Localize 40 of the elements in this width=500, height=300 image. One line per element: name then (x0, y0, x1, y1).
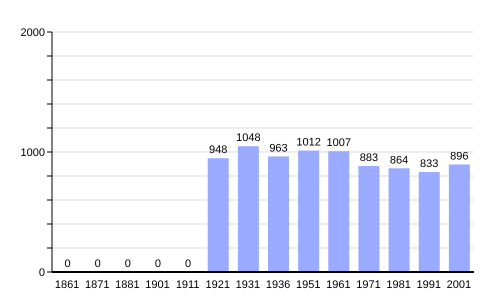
x-tick-label: 1931 (236, 278, 260, 291)
data-label: 0 (185, 258, 192, 270)
bar (268, 156, 289, 272)
y-tick-label: 2000 (20, 26, 45, 39)
data-label: 1012 (296, 136, 321, 149)
data-label: 883 (360, 152, 378, 164)
data-label: 0 (64, 258, 71, 270)
bar (388, 168, 410, 272)
x-tick-label: 1911 (176, 278, 200, 291)
data-label: 864 (390, 154, 408, 166)
data-label: 896 (450, 150, 469, 162)
data-label: 1007 (326, 137, 352, 150)
data-label: 0 (94, 258, 101, 270)
y-tick-label: 0 (38, 266, 45, 279)
x-tick-label: 1936 (266, 278, 290, 291)
x-tick-label: 1991 (416, 278, 442, 291)
data-label: 833 (420, 158, 438, 170)
bar (418, 172, 440, 272)
data-label: 1048 (236, 132, 261, 144)
x-tick-label: 1981 (386, 278, 411, 291)
data-label: 948 (209, 144, 228, 156)
x-tick-label: 1881 (115, 278, 140, 291)
x-tick-label: 1901 (145, 278, 170, 291)
x-tick-label: 1951 (296, 278, 320, 291)
bar (208, 158, 229, 272)
y-tick-label: 1000 (20, 146, 45, 159)
bar (328, 151, 350, 272)
bar (298, 150, 320, 272)
x-tick-label: 1961 (326, 278, 351, 291)
x-tick-label: 1871 (84, 278, 110, 291)
bar (238, 146, 259, 272)
x-tick-label: 1861 (54, 278, 80, 291)
data-label: 0 (124, 258, 131, 270)
data-label: 0 (154, 258, 161, 270)
x-tick-label: 1971 (356, 278, 381, 291)
bar (358, 166, 380, 272)
x-tick-label: 2001 (446, 278, 472, 291)
bar (448, 164, 470, 272)
data-label: 963 (269, 142, 288, 154)
x-tick-label: 1921 (206, 278, 230, 291)
